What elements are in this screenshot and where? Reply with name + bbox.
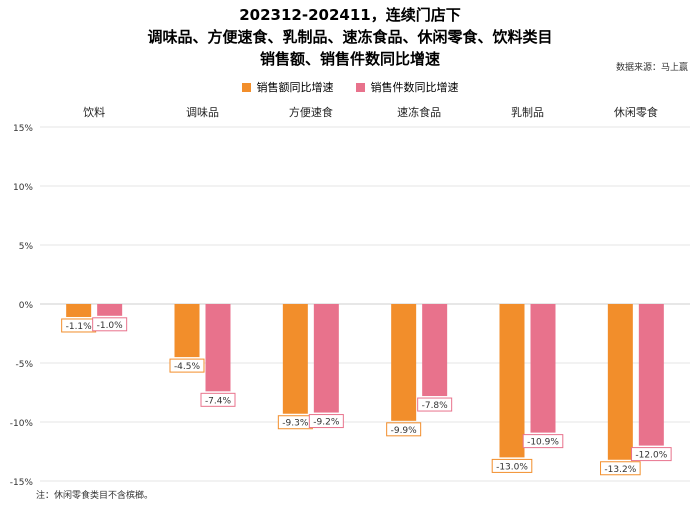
footnote: 注：休闲零食类目不含槟榔。: [36, 491, 154, 501]
x-category-label: 速冻食品: [397, 105, 441, 119]
data-label-box: [308, 414, 344, 429]
data-label-box: [631, 447, 672, 462]
legend: 销售额同比增速 销售件数同比增速: [0, 79, 700, 95]
data-label: -7.8%: [422, 401, 449, 411]
legend-item-sales: 销售额同比增速: [241, 79, 334, 95]
y-tick-label: -15%: [10, 478, 34, 488]
data-label: -12.0%: [635, 451, 667, 461]
data-label-box: [600, 461, 641, 476]
legend-swatch-units: [355, 82, 365, 92]
legend-label-sales: 销售额同比增速: [256, 81, 334, 94]
bar-units-growth: [313, 304, 339, 413]
x-category-label: 乳制品: [511, 106, 544, 119]
data-label-box: [92, 317, 128, 332]
bar-units-growth: [530, 304, 556, 433]
data-label: -1.0%: [97, 321, 124, 331]
bar-units-growth: [205, 304, 231, 392]
x-category-label: 调味品: [186, 106, 219, 119]
bar-units-growth: [638, 304, 664, 446]
data-label: -4.5%: [174, 362, 201, 372]
bar-sales-growth: [607, 304, 633, 460]
x-category-label: 休闲零食: [614, 105, 658, 119]
legend-item-units: 销售件数同比增速: [355, 79, 459, 95]
chart-title-line-1: 202312-202411，连续门店下: [239, 6, 461, 24]
y-tick-label: 10%: [13, 183, 33, 193]
bar-units-growth: [97, 304, 123, 316]
legend-label-units: 销售件数同比增速: [370, 81, 459, 94]
chart-title-line-2: 调味品、方便速食、乳制品、速冻食品、休闲零食、饮料类目: [147, 28, 553, 46]
bar-sales-growth: [499, 304, 525, 458]
data-label: -10.9%: [527, 438, 559, 448]
legend-swatch-sales: [241, 82, 251, 92]
data-label: -13.2%: [604, 465, 636, 475]
bar-sales-growth: [391, 304, 417, 421]
bar-sales-growth: [174, 304, 200, 358]
data-label-box: [417, 397, 453, 412]
y-tick-label: 15%: [13, 124, 33, 134]
data-label-box: [200, 392, 236, 407]
data-label: -9.2%: [313, 418, 340, 428]
bar-sales-growth: [66, 304, 92, 317]
data-label: -13.0%: [496, 462, 528, 472]
data-label: -9.3%: [282, 419, 309, 429]
data-label-box: [491, 458, 533, 473]
data-label-box: [386, 422, 422, 437]
data-label-box: [169, 358, 205, 373]
data-label: -9.9%: [391, 426, 418, 436]
x-category-label: 方便速食: [289, 105, 333, 119]
data-source: 数据来源：马上赢: [615, 63, 688, 73]
y-tick-label: 0%: [19, 301, 34, 311]
data-label: -1.1%: [66, 322, 93, 332]
y-tick-label: -10%: [10, 419, 34, 429]
y-tick-label: 5%: [19, 242, 34, 252]
chart-title-line-3: 销售额、销售件数同比增速: [259, 50, 440, 68]
data-label: -7.4%: [205, 396, 232, 406]
y-tick-label: -5%: [15, 360, 33, 370]
x-category-label: 饮料: [83, 105, 105, 119]
data-label-box: [522, 434, 564, 449]
bar-sales-growth: [282, 304, 308, 414]
bar-units-growth: [422, 304, 448, 397]
